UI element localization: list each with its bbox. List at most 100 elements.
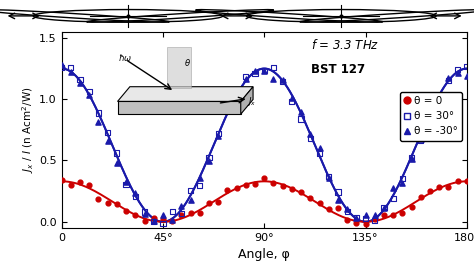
- Point: [307, 195, 314, 200]
- Point: [205, 159, 213, 163]
- Point: [214, 131, 222, 136]
- Point: [270, 65, 277, 70]
- Point: [445, 184, 452, 189]
- Point: [316, 152, 323, 156]
- Point: [214, 200, 222, 204]
- Point: [399, 177, 406, 181]
- Point: [131, 191, 139, 196]
- Point: [380, 206, 388, 210]
- Text: BST 127: BST 127: [311, 63, 365, 76]
- Point: [343, 207, 351, 211]
- Point: [150, 216, 157, 220]
- Point: [196, 210, 203, 215]
- Point: [113, 151, 121, 155]
- Point: [288, 99, 296, 103]
- Point: [316, 146, 323, 150]
- Point: [178, 204, 185, 208]
- Point: [104, 201, 111, 205]
- Point: [343, 218, 351, 222]
- Point: [408, 157, 415, 161]
- Point: [399, 210, 406, 215]
- Point: [417, 138, 425, 142]
- Point: [242, 77, 250, 81]
- Point: [187, 198, 194, 202]
- Point: [454, 71, 462, 75]
- Point: [463, 74, 471, 78]
- Point: [390, 186, 397, 190]
- Point: [325, 174, 333, 178]
- Point: [242, 183, 250, 187]
- Point: [150, 220, 157, 224]
- Point: [224, 107, 231, 111]
- Point: [270, 180, 277, 185]
- Point: [58, 63, 65, 67]
- Text: $f$ = 3.3 THz: $f$ = 3.3 THz: [311, 38, 379, 52]
- X-axis label: Angle, φ: Angle, φ: [238, 248, 290, 261]
- Point: [122, 182, 130, 186]
- Point: [76, 78, 84, 82]
- Point: [233, 186, 240, 191]
- Point: [104, 139, 111, 143]
- Point: [187, 211, 194, 215]
- Point: [168, 218, 176, 223]
- Point: [233, 101, 240, 105]
- Point: [408, 205, 415, 209]
- Point: [58, 65, 65, 70]
- Point: [362, 217, 369, 221]
- Point: [353, 220, 360, 225]
- Point: [159, 217, 167, 222]
- Point: [85, 93, 93, 98]
- Point: [454, 67, 462, 72]
- Point: [334, 190, 342, 194]
- Point: [85, 183, 93, 188]
- Point: [205, 156, 213, 160]
- Y-axis label: $J_x$ / $I$ (n Acm$^2$/W): $J_x$ / $I$ (n Acm$^2$/W): [20, 87, 36, 173]
- Point: [297, 110, 305, 114]
- Point: [325, 206, 333, 211]
- Point: [76, 180, 84, 184]
- Point: [95, 197, 102, 201]
- Point: [463, 179, 471, 183]
- Point: [436, 100, 443, 104]
- Point: [168, 219, 176, 223]
- Point: [417, 137, 425, 141]
- Point: [67, 70, 74, 74]
- Point: [168, 209, 176, 214]
- Point: [251, 68, 259, 73]
- Point: [251, 182, 259, 186]
- Point: [261, 69, 268, 73]
- Point: [233, 89, 240, 94]
- Point: [131, 213, 139, 217]
- Point: [224, 188, 231, 193]
- Point: [187, 188, 194, 193]
- Point: [307, 137, 314, 141]
- Point: [122, 180, 130, 184]
- Point: [417, 195, 425, 199]
- Point: [371, 217, 379, 221]
- Point: [67, 65, 74, 69]
- Point: [85, 90, 93, 94]
- Point: [113, 202, 121, 206]
- Point: [251, 71, 259, 76]
- Point: [297, 189, 305, 194]
- Point: [353, 215, 360, 220]
- Point: [122, 209, 130, 213]
- Point: [95, 111, 102, 115]
- Point: [196, 183, 203, 187]
- Point: [426, 113, 434, 117]
- Point: [141, 212, 148, 216]
- Point: [288, 95, 296, 100]
- Point: [297, 117, 305, 121]
- Point: [279, 184, 286, 188]
- Point: [76, 81, 84, 85]
- Point: [67, 183, 74, 187]
- Point: [178, 213, 185, 217]
- Point: [95, 120, 102, 124]
- Point: [261, 175, 268, 180]
- Point: [454, 179, 462, 184]
- Point: [371, 213, 379, 217]
- Point: [113, 160, 121, 165]
- Point: [178, 212, 185, 216]
- Point: [261, 69, 268, 74]
- Point: [325, 176, 333, 180]
